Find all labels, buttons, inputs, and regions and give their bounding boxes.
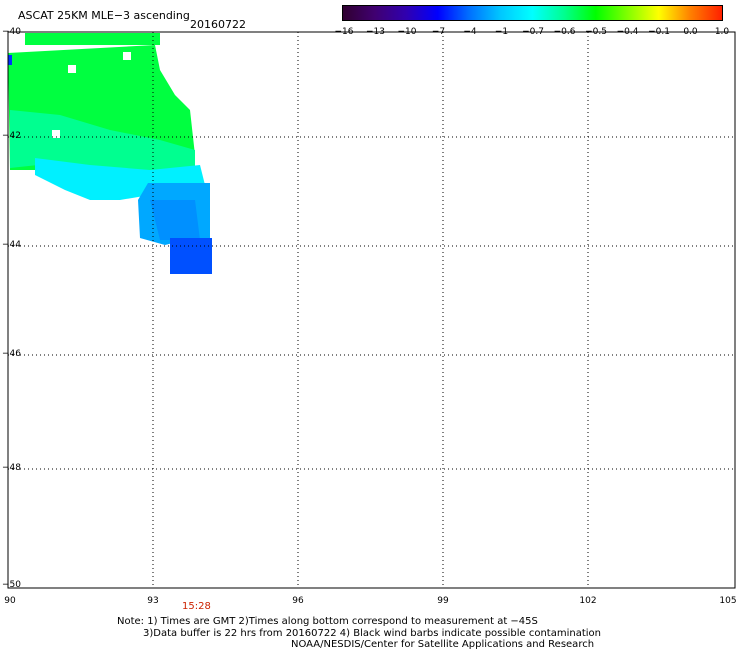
plot-frame <box>7 31 736 589</box>
y-tick-label: −40 <box>2 27 21 37</box>
x-tick-label: 105 <box>719 596 737 606</box>
colorbar-tick-label: −0.5 <box>585 27 607 37</box>
y-tick-label: −48 <box>2 463 21 473</box>
time-label: 15:28 <box>182 601 211 612</box>
colorbar-tick-label: −0.7 <box>522 27 544 37</box>
swath-green-top <box>25 33 160 45</box>
colorbar-tick-label: −4 <box>463 27 477 37</box>
y-tick-label: −44 <box>2 240 21 250</box>
x-tick-label: 90 <box>4 596 16 606</box>
colorbar <box>342 5 723 21</box>
swath-blue <box>150 200 200 240</box>
x-tick-label: 102 <box>579 596 597 606</box>
colorbar-tick-label: −0.1 <box>648 27 670 37</box>
colorbar-tick-label: 1.0 <box>714 27 730 37</box>
swath-pixel <box>8 55 12 65</box>
y-tick-label: −50 <box>2 580 21 590</box>
y-tick-label: −46 <box>2 349 21 359</box>
x-tick-label: 93 <box>147 596 159 606</box>
note-line-2: 3)Data buffer is 22 hrs from 20160722 4)… <box>143 628 601 639</box>
x-tick-label: 99 <box>437 596 449 606</box>
x-tick-label: 96 <box>292 596 304 606</box>
colorbar-tick-label: 0.0 <box>683 27 698 37</box>
y-tick-label: −42 <box>2 131 21 141</box>
swath-gap <box>123 52 131 60</box>
note-line-3: NOAA/NESDIS/Center for Satellite Applica… <box>291 639 595 650</box>
colorbar-tick-label: −1 <box>494 27 509 37</box>
data-swath <box>8 33 212 274</box>
colorbar-tick-label: −0.6 <box>553 27 576 37</box>
colorbar-tick-label: −13 <box>366 27 385 37</box>
colorbar-tick-label: −7 <box>431 27 446 37</box>
colorbar-labels: −16 −13 −10 −7 −4 −1 −0.7 −0.6 −0.5 −0.4 −0.1 0.0 1.… <box>330 27 735 39</box>
map-title: ASCAT 25KM MLE−3 ascending <box>18 9 190 22</box>
swath-gap <box>68 65 76 73</box>
colorbar-tick-label: −16 <box>334 27 354 37</box>
map-date: 20160722 <box>190 18 246 31</box>
grid <box>8 32 735 588</box>
colorbar-tick-label: −0.4 <box>616 27 639 37</box>
note-line-1: Note: 1) Times are GMT 2)Times along bot… <box>117 616 538 627</box>
swath-gap <box>52 130 60 138</box>
colorbar-tick-label: −10 <box>397 27 417 37</box>
swath-dark-blue <box>170 238 212 274</box>
